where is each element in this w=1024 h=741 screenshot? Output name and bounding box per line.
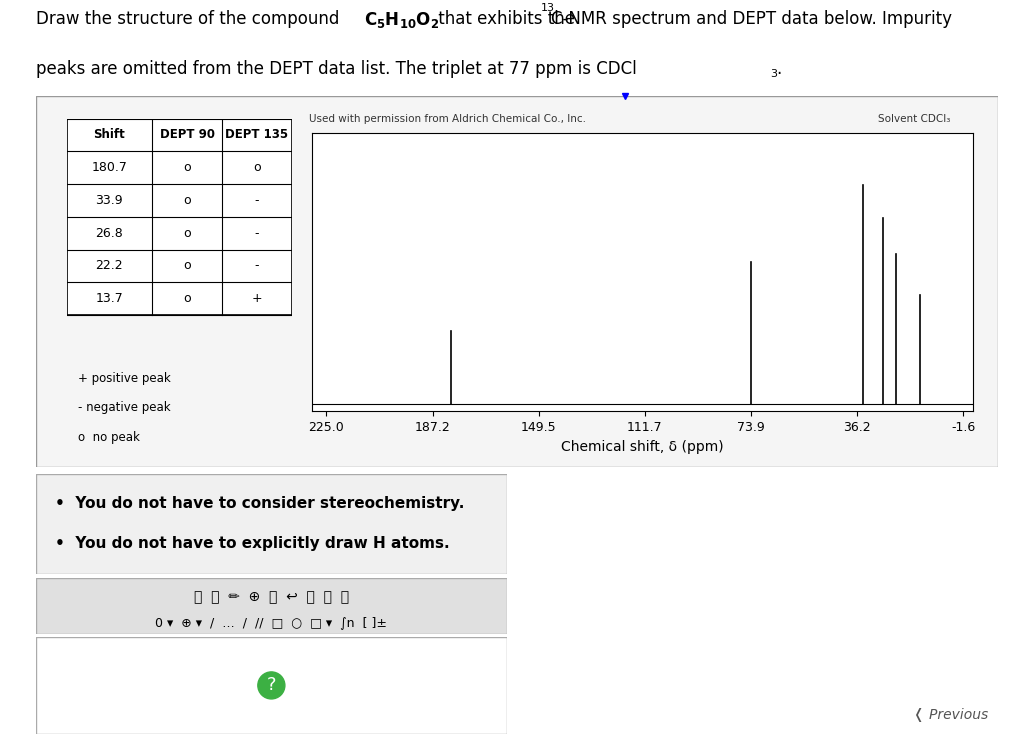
Text: DEPT 90: DEPT 90 (160, 128, 215, 142)
Bar (67, 119, 292, 315)
Text: •  You do not have to explicitly draw H atoms.: • You do not have to explicitly draw H a… (54, 536, 450, 551)
Text: -: - (255, 227, 259, 239)
Text: 3: 3 (770, 70, 777, 79)
Text: C-NMR spectrum and DEPT data below. Impurity: C-NMR spectrum and DEPT data below. Impu… (551, 10, 952, 27)
Text: 13: 13 (541, 3, 555, 13)
Text: peaks are omitted from the DEPT data list. The triplet at 77 ppm is CDCl: peaks are omitted from the DEPT data lis… (36, 60, 637, 78)
Text: 180.7: 180.7 (91, 162, 127, 174)
Text: +: + (252, 292, 262, 305)
Text: 🖐  📋  ✏  ⊕  🔃  ↩  📷  🔍  🎨: 🖐 📋 ✏ ⊕ 🔃 ↩ 📷 🔍 🎨 (194, 591, 349, 605)
Text: o: o (183, 194, 190, 207)
Text: 26.8: 26.8 (95, 227, 123, 239)
Text: o: o (183, 259, 190, 273)
Text: Solvent CDCl₃: Solvent CDCl₃ (879, 113, 950, 124)
Text: ?: ? (266, 677, 276, 694)
Text: -: - (255, 194, 259, 207)
Text: -: - (255, 259, 259, 273)
Text: •  You do not have to consider stereochemistry.: • You do not have to consider stereochem… (54, 496, 464, 511)
Text: o: o (183, 292, 190, 305)
Text: Draw the structure of the compound: Draw the structure of the compound (36, 10, 344, 27)
X-axis label: Chemical shift, δ (ppm): Chemical shift, δ (ppm) (561, 439, 724, 453)
Text: ❬ Previous: ❬ Previous (913, 708, 988, 722)
Text: 22.2: 22.2 (95, 259, 123, 273)
Text: o: o (253, 162, 261, 174)
Text: $\mathbf{C_5H_{10}O_2}$: $\mathbf{C_5H_{10}O_2}$ (364, 10, 438, 30)
Text: 33.9: 33.9 (95, 194, 123, 207)
Text: .: . (776, 60, 781, 78)
Text: that exhibits the: that exhibits the (433, 10, 581, 27)
Text: + positive peak: + positive peak (78, 372, 171, 385)
Text: o  no peak: o no peak (78, 431, 139, 444)
Text: Used with permission from Aldrich Chemical Co., Inc.: Used with permission from Aldrich Chemic… (309, 113, 586, 124)
Text: 13.7: 13.7 (95, 292, 123, 305)
Text: - negative peak: - negative peak (78, 402, 170, 414)
Text: o: o (183, 162, 190, 174)
Text: Shift: Shift (93, 128, 125, 142)
Text: 0 ▾  ⊕ ▾  /  …  /  //  □  ○  □ ▾  ∫n  [ ]±: 0 ▾ ⊕ ▾ / … / // □ ○ □ ▾ ∫n [ ]± (156, 616, 387, 629)
Text: o: o (183, 227, 190, 239)
Text: DEPT 135: DEPT 135 (225, 128, 289, 142)
